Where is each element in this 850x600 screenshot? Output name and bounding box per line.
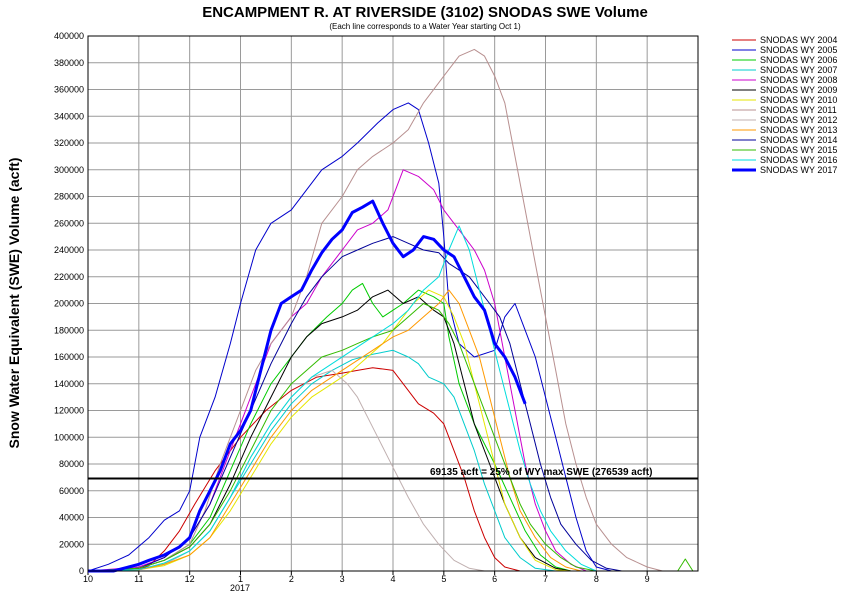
x-tick-label: 9 — [645, 574, 650, 584]
y-tick-label: 80000 — [59, 459, 84, 469]
series-line-snodas-wy-2015 — [87, 303, 698, 572]
y-tick-label: 160000 — [54, 352, 84, 362]
legend-label: SNODAS WY 2015 — [760, 145, 837, 155]
reference-line-label: 69135 acft = 25% of WY max SWE (276539 a… — [430, 467, 652, 478]
x-axis-ticks: 10 11 12 1 2 3 4 5 6 7 8 9 — [83, 571, 650, 584]
y-tick-label: 280000 — [54, 192, 84, 202]
legend-label: SNODAS WY 2006 — [760, 55, 837, 65]
legend-label: SNODAS WY 2011 — [760, 105, 837, 115]
legend-label: SNODAS WY 2013 — [760, 125, 837, 135]
y-tick-label: 20000 — [59, 539, 84, 549]
chart-subtitle: (Each line corresponds to a Water Year s… — [329, 22, 521, 31]
y-tick-label: 140000 — [54, 379, 84, 389]
y-tick-label: 340000 — [54, 111, 84, 121]
legend-label: SNODAS WY 2009 — [760, 85, 837, 95]
x-tick-label: 1 — [238, 574, 243, 584]
legend-label: SNODAS WY 2012 — [760, 115, 837, 125]
x-tick-label: 3 — [340, 574, 345, 584]
legend-label: SNODAS WY 2004 — [760, 35, 837, 45]
grid-lines — [87, 35, 698, 572]
y-tick-label: 400000 — [54, 31, 84, 41]
series-line-snodas-wy-2016 — [87, 225, 698, 572]
x-tick-label: 12 — [185, 574, 195, 584]
y-tick-label: 40000 — [59, 513, 84, 523]
x-tick-label: 5 — [441, 574, 446, 584]
y-tick-label: 200000 — [54, 299, 84, 309]
series-line-snodas-wy-2004 — [87, 367, 698, 572]
series-line-snodas-wy-2010 — [87, 289, 698, 572]
plot-frame — [87, 35, 699, 572]
x-tick-label: 10 — [83, 574, 93, 584]
legend-label: SNODAS WY 2008 — [760, 75, 837, 85]
y-tick-label: 120000 — [54, 406, 84, 416]
y-tick-label: 220000 — [54, 272, 84, 282]
y-axis-label: Snow Water Equivalent (SWE) Volume (acft… — [6, 158, 22, 449]
legend-label: SNODAS WY 2010 — [760, 95, 837, 105]
chart-title: ENCAMPMENT R. AT RIVERSIDE (3102) SNODAS… — [202, 4, 648, 21]
y-axis-ticks: 0 20000 40000 60000 80000 100000 120000 140000 1… — [54, 31, 84, 576]
y-tick-label: 240000 — [54, 245, 84, 255]
y-tick-label: 300000 — [54, 165, 84, 175]
x-tick-label: 8 — [594, 574, 599, 584]
legend-label: SNODAS WY 2014 — [760, 135, 837, 145]
x-tick-label: 2 — [289, 574, 294, 584]
x-tick-label: 7 — [543, 574, 548, 584]
y-tick-label: 360000 — [54, 85, 84, 95]
series-line-snodas-wy-2013 — [87, 289, 698, 572]
y-tick-label: 100000 — [54, 432, 84, 442]
series-line-snodas-wy-2017 — [88, 199, 527, 573]
y-tick-label: 60000 — [59, 486, 84, 496]
x-tick-label: 11 — [134, 574, 143, 584]
x-tick-label: 4 — [390, 574, 395, 584]
y-tick-label: 260000 — [54, 218, 84, 228]
y-tick-label: 380000 — [54, 58, 84, 68]
y-tick-label: 180000 — [54, 325, 84, 335]
legend-label: SNODAS WY 2017 — [760, 165, 837, 175]
legend-label: SNODAS WY 2016 — [760, 155, 837, 165]
series-line-snodas-wy-2006 — [87, 282, 698, 572]
series-line-snodas-wy-2011 — [87, 48, 698, 572]
x-tick-label: 6 — [492, 574, 497, 584]
y-tick-label: 320000 — [54, 138, 84, 148]
x-year-label: 2017 — [230, 583, 250, 593]
legend-label: SNODAS WY 2007 — [760, 65, 837, 75]
y-tick-label: 0 — [79, 566, 84, 576]
series-line-snodas-wy-2005 — [87, 102, 698, 572]
series-lines — [87, 48, 698, 573]
legend-label: SNODAS WY 2005 — [760, 45, 837, 55]
